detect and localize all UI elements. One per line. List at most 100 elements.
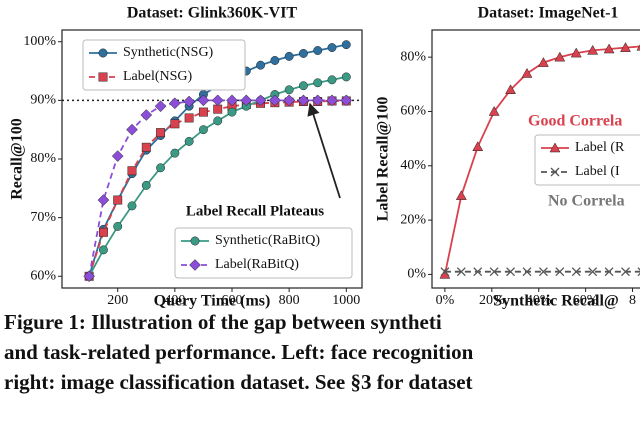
marker <box>587 44 599 55</box>
marker <box>126 123 138 136</box>
marker <box>298 81 308 91</box>
marker <box>127 166 137 176</box>
x-tick-label: 200 <box>107 293 128 308</box>
legend-label: Synthetic(NSG) <box>123 45 214 60</box>
marker <box>439 268 451 279</box>
marker <box>604 267 614 277</box>
x-axis-label: Query Time (ms) <box>154 293 271 310</box>
x-tick-label: 0% <box>436 293 455 308</box>
annotation: Label Recall Plateaus <box>186 203 324 219</box>
y-tick-label: 20% <box>400 212 426 227</box>
legend-box <box>82 39 246 91</box>
marker <box>313 46 323 55</box>
marker <box>141 180 151 190</box>
x-axis-label: Synthetic Recall@ <box>493 293 619 310</box>
marker <box>603 43 615 54</box>
marker <box>549 142 561 153</box>
chart: Dataset: Glink360K-VIT Query Time (ms) Rec… <box>9 5 363 310</box>
marker <box>538 267 548 277</box>
marker <box>570 47 582 58</box>
marker <box>327 75 337 85</box>
annotation: No Correla <box>548 193 625 210</box>
marker <box>170 148 180 158</box>
marker <box>198 125 208 135</box>
x-tick-label: 400 <box>164 293 185 308</box>
marker <box>213 116 223 126</box>
marker <box>183 95 195 108</box>
marker <box>111 150 124 162</box>
marker <box>472 141 484 152</box>
marker <box>521 67 533 78</box>
marker <box>226 94 238 107</box>
marker <box>313 78 323 88</box>
x-tick-label: 60% <box>573 293 599 308</box>
marker <box>184 136 194 146</box>
y-axis-label: Recall@100 <box>9 118 26 200</box>
marker <box>636 44 640 51</box>
marker <box>488 105 500 116</box>
marker <box>154 100 167 113</box>
marker <box>326 94 338 107</box>
marker <box>141 142 151 152</box>
marker <box>98 72 108 82</box>
marker <box>554 51 566 62</box>
marker <box>211 94 224 107</box>
marker <box>140 109 153 121</box>
marker <box>297 94 310 107</box>
x-tick-label: 1000 <box>332 293 360 308</box>
annotation-arrow <box>307 102 341 199</box>
y-tick-label: 70% <box>30 210 56 225</box>
marker <box>550 167 560 177</box>
y-tick-label: 80% <box>400 49 426 64</box>
marker <box>455 190 467 200</box>
marker <box>170 119 180 129</box>
x-tick-label: 8 <box>629 293 636 308</box>
marker <box>189 259 201 271</box>
marker <box>340 94 353 107</box>
y-tick-label: 40% <box>400 158 426 173</box>
legend-label: Label(RaBitQ) <box>215 257 299 272</box>
marker <box>284 51 294 61</box>
marker <box>620 42 631 52</box>
caption-line: right: image classification dataset. See… <box>4 370 473 394</box>
y-tick-label: 60% <box>400 104 426 119</box>
marker <box>341 72 351 82</box>
marker <box>637 267 640 277</box>
chart-title: Dataset: Glink360K-VIT <box>127 5 298 22</box>
marker <box>298 49 308 58</box>
caption-line: and task-related performance. Left: face… <box>4 340 474 364</box>
marker <box>197 94 210 107</box>
legend-label: Synthetic(RaBitQ) <box>215 233 320 248</box>
marker <box>227 107 237 117</box>
marker <box>83 270 95 283</box>
marker <box>284 85 294 95</box>
x-tick-label: 600 <box>222 293 243 308</box>
y-tick-label: 60% <box>30 268 56 283</box>
axes-frame <box>61 29 363 289</box>
marker <box>213 104 223 114</box>
marker <box>198 107 208 117</box>
marker <box>127 201 137 211</box>
marker <box>456 267 466 277</box>
marker <box>98 227 108 237</box>
marker <box>254 94 267 107</box>
marker <box>269 94 281 107</box>
y-axis-label: Label Recall@100 <box>375 97 392 222</box>
marker <box>240 94 253 107</box>
legend-label: Label(NSG) <box>123 69 193 84</box>
y-tick-label: 90% <box>30 93 56 108</box>
marker <box>113 221 123 231</box>
marker <box>169 97 181 110</box>
y-tick-label: 80% <box>30 151 56 166</box>
caption-line: Figure 1: Illustration of the gap betwee… <box>4 310 442 334</box>
marker <box>98 48 108 58</box>
marker <box>327 43 337 53</box>
marker <box>440 267 450 277</box>
x-tick-label: 20% <box>479 293 505 308</box>
marker <box>270 56 280 65</box>
chart-title: Dataset: ImageNet-1 <box>478 5 619 22</box>
marker <box>537 57 549 67</box>
marker <box>98 245 108 255</box>
